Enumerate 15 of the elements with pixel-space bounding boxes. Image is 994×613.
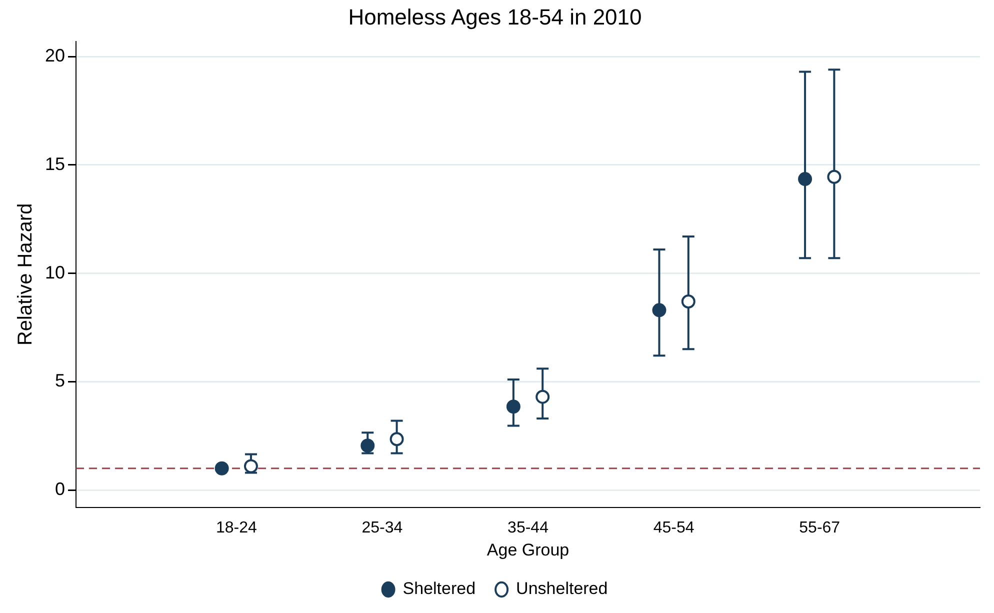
x-tick-label: 45-54 [653, 519, 694, 536]
y-tick-label: 10 [44, 262, 66, 282]
x-tick-label: 55-67 [799, 519, 840, 536]
legend-label: Sheltered [402, 579, 476, 598]
y-axis-title: Relative Hazard [14, 203, 37, 346]
y-tick-label: 20 [44, 46, 66, 66]
x-tick-label: 18-24 [216, 519, 257, 536]
legend-label: Unsheltered [516, 579, 608, 598]
y-tick-label: 0 [55, 479, 66, 500]
x-axis-title: Age Group [486, 540, 570, 560]
x-tick-label: 25-34 [362, 519, 403, 536]
x-tick-label: 35-44 [508, 519, 549, 536]
y-tick-label: 5 [55, 370, 66, 391]
y-tick-label: 15 [44, 154, 66, 174]
chart-title: Homeless Ages 18-54 in 2010 [348, 4, 642, 30]
